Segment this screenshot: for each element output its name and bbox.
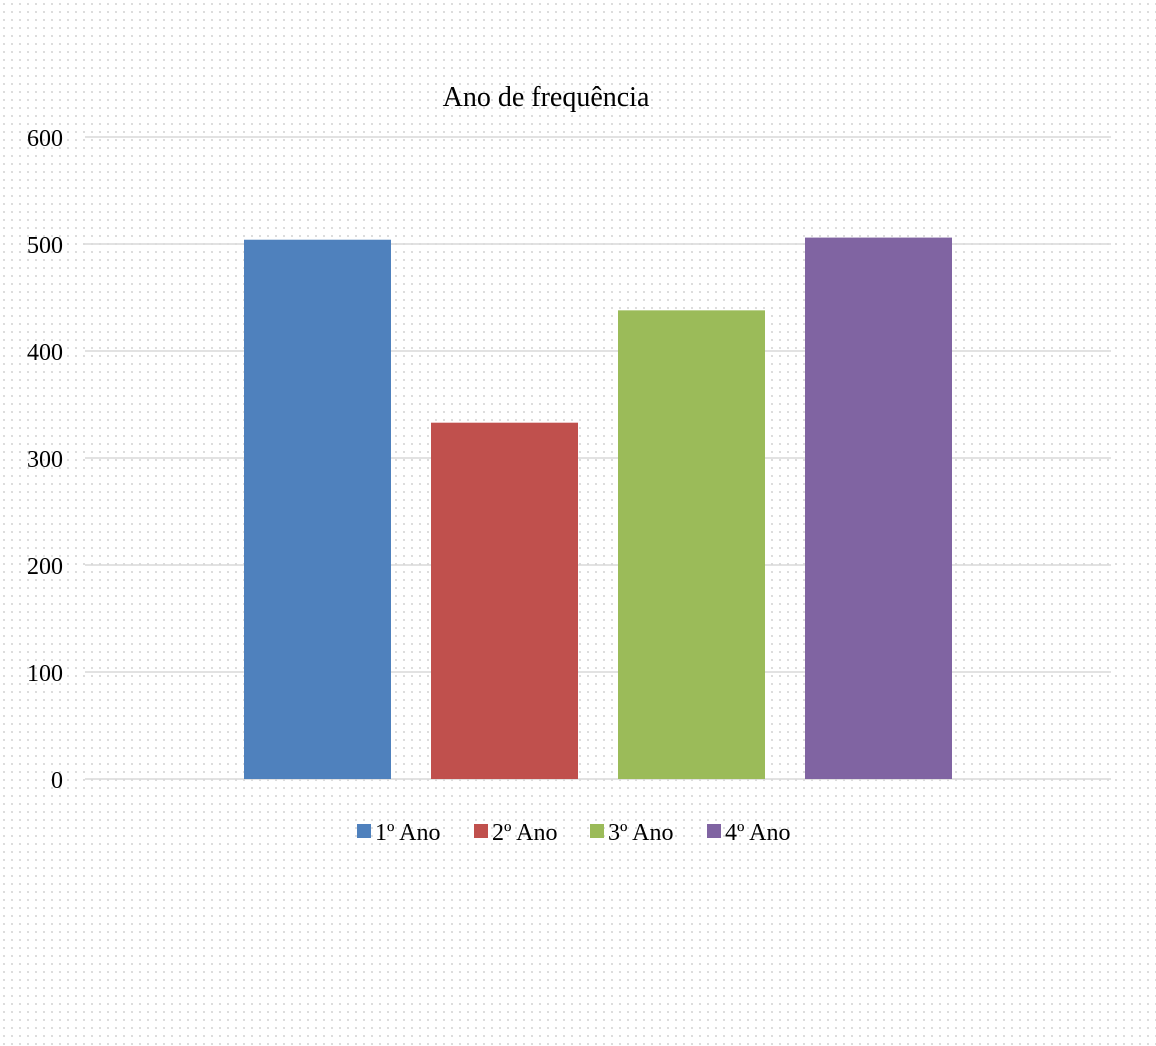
y-tick-label: 400 bbox=[27, 340, 63, 366]
legend-label: 1º Ano bbox=[375, 820, 440, 846]
legend-swatch bbox=[357, 824, 371, 838]
legend-swatch bbox=[474, 824, 488, 838]
y-tick-label: 100 bbox=[27, 661, 63, 687]
y-axis-ticks: 0 100 200 300 400 500 600 bbox=[27, 126, 63, 794]
legend-label: 2º Ano bbox=[492, 820, 557, 846]
y-tick-label: 0 bbox=[51, 768, 63, 794]
chart-title: Ano de frequência bbox=[443, 82, 650, 113]
bar-series-1 bbox=[244, 239, 391, 780]
bars bbox=[244, 237, 952, 780]
legend-label: 4º Ano bbox=[725, 820, 790, 846]
y-tick-label: 300 bbox=[27, 447, 63, 473]
bar-series-4 bbox=[805, 237, 952, 779]
y-tick-label: 200 bbox=[27, 554, 63, 580]
y-tick-label: 500 bbox=[27, 233, 63, 259]
legend-swatch bbox=[707, 824, 721, 838]
bar-series-3 bbox=[618, 310, 765, 779]
legend-label: 3º Ano bbox=[608, 820, 673, 846]
gridlines bbox=[85, 136, 1111, 780]
legend-swatch bbox=[590, 824, 604, 838]
y-tick-label: 600 bbox=[27, 126, 63, 152]
bar-series-2 bbox=[431, 422, 578, 779]
legend: 1º Ano 2º Ano 3º Ano 4º Ano bbox=[357, 820, 790, 846]
